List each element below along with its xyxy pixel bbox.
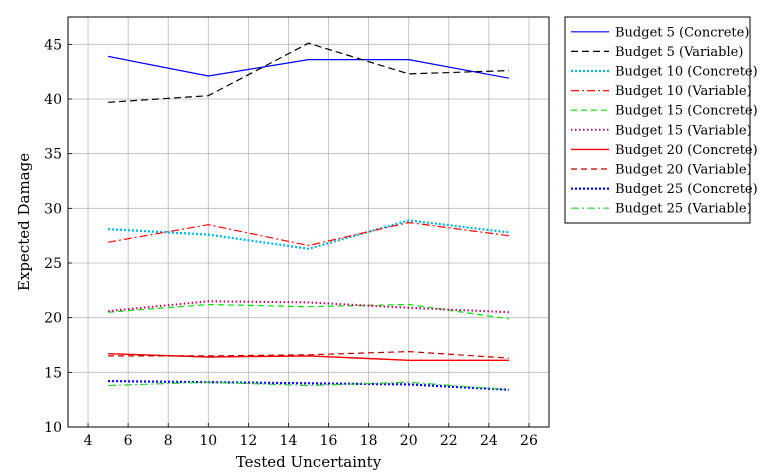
x-tick-label: 4 <box>84 433 93 449</box>
x-tick-label: 6 <box>124 433 133 449</box>
y-tick-label: 10 <box>44 420 62 436</box>
series-line-9 <box>108 380 509 391</box>
legend-label: Budget 5 (Variable) <box>615 45 743 60</box>
x-tick-label: 26 <box>520 433 538 449</box>
legend-label: Budget 25 (Concrete) <box>615 182 758 197</box>
series-line-1 <box>107 55 510 79</box>
x-tick-label: 16 <box>320 433 338 449</box>
legend: Budget 5 (Concrete) Budget 5 (Variable) Bu… <box>564 16 758 224</box>
series-line-10 <box>108 381 509 391</box>
x-tick-label: 18 <box>360 433 378 449</box>
x-tick-label: 22 <box>440 433 458 449</box>
y-axis-title: Expected Damage <box>15 153 33 291</box>
legend-label: Budget 15 (Variable) <box>615 123 752 138</box>
y-tick-label: 15 <box>44 365 62 381</box>
legend-label: Budget 5 (Concrete) <box>615 25 749 40</box>
series-line-7 <box>108 353 509 361</box>
series-line-4 <box>107 221 509 247</box>
y-tick-label: 35 <box>44 147 62 163</box>
y-tick-label: 20 <box>44 311 62 327</box>
legend-label: Budget 15 (Concrete) <box>615 104 758 119</box>
x-tick-label: 8 <box>164 433 173 449</box>
x-tick-label: 20 <box>400 433 418 449</box>
series-lines <box>107 42 510 391</box>
legend-label: Budget 20 (Concrete) <box>615 143 758 158</box>
legend-label: Budget 10 (Variable) <box>615 84 752 99</box>
legend-label: Budget 10 (Concrete) <box>615 65 758 80</box>
series-line-2 <box>108 42 509 103</box>
legend-label: Budget 25 (Variable) <box>615 202 752 217</box>
x-tick-label: 24 <box>480 433 498 449</box>
series-line-3 <box>108 219 510 250</box>
legend-label: Budget 20 (Variable) <box>615 163 752 178</box>
grid <box>68 17 549 428</box>
y-tick-label: 40 <box>44 92 62 108</box>
series-line-8 <box>108 351 509 359</box>
y-tick-label: 30 <box>44 201 62 217</box>
y-tick-label: 25 <box>44 256 62 272</box>
y-tick-label: 45 <box>44 37 62 53</box>
x-tick-label: 10 <box>199 433 217 449</box>
series-line-5 <box>108 303 509 320</box>
x-axis-title: Tested Uncertainty <box>236 453 382 471</box>
x-tick-label: 14 <box>280 433 298 449</box>
x-tick-label: 12 <box>239 433 257 449</box>
axis-ticks: 4 6 8 10 12 14 16 18 20 22 24 26 10 15 20 25 30 35 40 45 <box>44 37 538 449</box>
plot-frame <box>67 16 550 428</box>
series-line-6 <box>108 300 509 314</box>
